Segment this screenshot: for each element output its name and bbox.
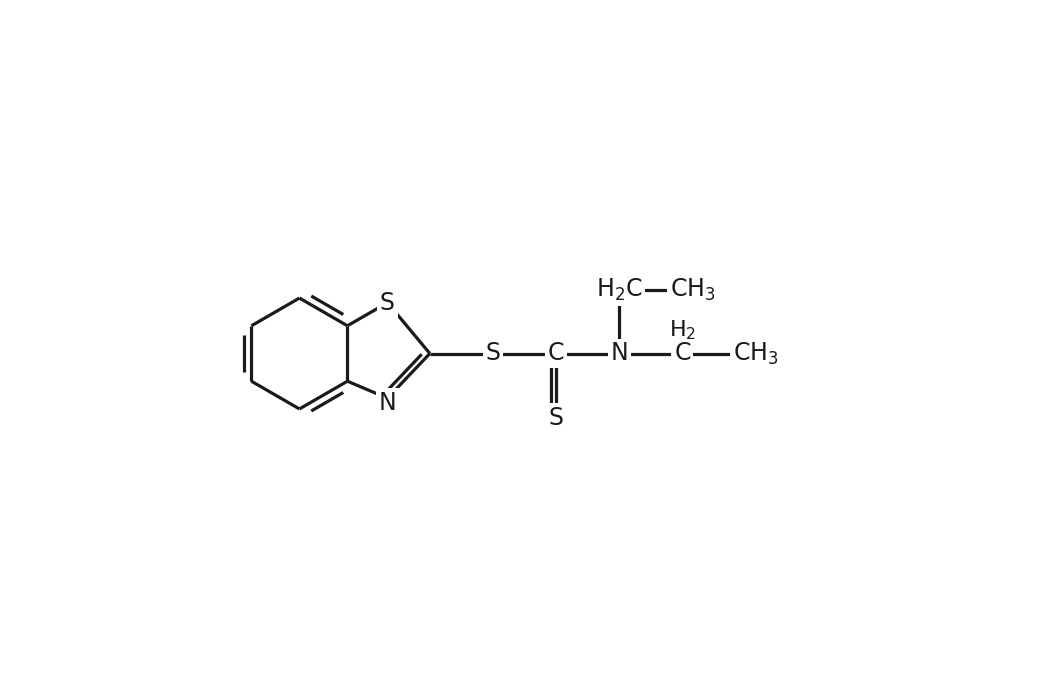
Text: S: S bbox=[380, 290, 395, 315]
Text: $\mathregular{CH_3}$: $\mathregular{CH_3}$ bbox=[733, 340, 778, 367]
Text: N: N bbox=[610, 342, 628, 365]
Text: $\mathregular{CH_3}$: $\mathregular{CH_3}$ bbox=[670, 277, 715, 304]
Text: S: S bbox=[548, 406, 564, 430]
Text: C: C bbox=[548, 342, 564, 365]
Text: N: N bbox=[379, 391, 396, 415]
Text: S: S bbox=[485, 342, 501, 365]
Text: C: C bbox=[674, 342, 691, 365]
Text: $\mathregular{H_2}$: $\mathregular{H_2}$ bbox=[669, 318, 696, 342]
Text: $\mathregular{H_2C}$: $\mathregular{H_2C}$ bbox=[596, 277, 643, 304]
